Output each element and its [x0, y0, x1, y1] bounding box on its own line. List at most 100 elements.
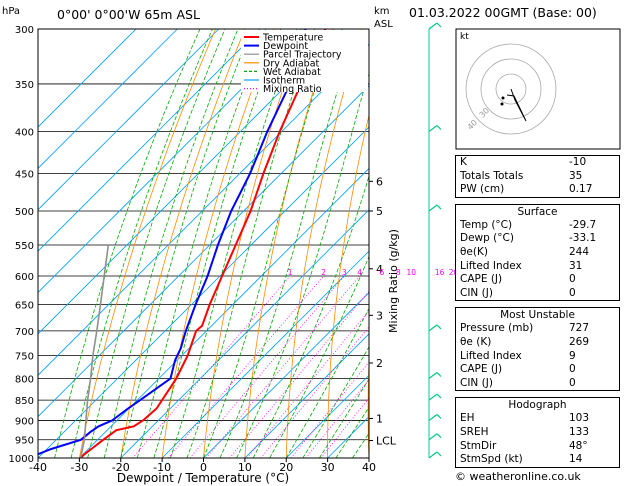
- x-tick-label: 10: [238, 461, 252, 474]
- unstable-value: 0: [569, 363, 576, 376]
- wet-adiabat-line: [87, 29, 226, 458]
- indices-row: PW (cm) 0.17: [456, 183, 619, 197]
- unstable-value: 727: [569, 322, 590, 335]
- km-tick-label: 6: [376, 175, 383, 188]
- pressure-tick-label: 500: [15, 207, 34, 218]
- wet-adiabat-line: [269, 255, 369, 458]
- x-tick-label: -30: [70, 461, 88, 474]
- km-tick-label: 1: [376, 412, 383, 425]
- surface-label: θe(K): [460, 245, 488, 258]
- unstable-row: Lifted Index 9: [456, 350, 619, 364]
- grid-lines: [38, 29, 369, 458]
- hodograph-ring: [495, 73, 527, 105]
- surface-title: Surface: [517, 205, 558, 218]
- wind-barb-flag: [436, 372, 442, 377]
- dry-adiabat-line: [79, 29, 217, 458]
- mixing-ratio-line: [290, 361, 369, 458]
- dry-adiabat-line: [120, 29, 246, 458]
- x-tick-label: 0: [200, 461, 207, 474]
- wet-adiabat-line: [103, 29, 239, 458]
- surface-row: Lifted Index 31: [456, 260, 619, 274]
- pressure-tick-label: 950: [15, 436, 34, 447]
- mixing-ratio-axis-label: Mixing Ratio (g/kg): [387, 229, 400, 333]
- isotherm-line: [38, 29, 344, 335]
- unstable-label: θe (K): [460, 335, 492, 348]
- indices-value: -10: [569, 156, 587, 168]
- km-tick-label: LCL: [376, 434, 397, 447]
- km-tick-label: 5: [376, 205, 383, 218]
- isotherm-line: [79, 167, 369, 458]
- isotherm-line: [203, 291, 369, 458]
- wind-profile: [428, 22, 442, 459]
- indices-box: K -10 Totals Totals 35 PW (cm) 0.17: [455, 155, 620, 198]
- pressure-tick-label: 750: [15, 351, 34, 362]
- mixing-ratio-label: 8: [396, 268, 401, 277]
- isotherm-line: [285, 374, 369, 458]
- mixing-ratio-label: 20: [449, 268, 459, 277]
- hodograph-value: 133: [569, 425, 590, 438]
- pressure-tick-label: 350: [15, 80, 34, 91]
- surface-value: 0: [569, 286, 576, 299]
- wind-barb: [428, 22, 438, 30]
- hodograph-row: StmDir 48°: [456, 440, 619, 454]
- hpa-label: hPa: [2, 6, 20, 17]
- hodograph-row: EH 103: [456, 412, 619, 426]
- profile-lines: [38, 29, 327, 458]
- isotherm-line: [38, 126, 369, 458]
- wind-barb: [428, 372, 438, 379]
- legend-entry: Temperature: [262, 33, 323, 44]
- mixing-ratio-line: [189, 275, 345, 458]
- unstable-row: CAPE (J) 0: [456, 363, 619, 377]
- legend-entry: Parcel Trajectory: [263, 50, 342, 61]
- hodograph-value: 48°: [569, 439, 588, 452]
- unstable-label: CAPE (J): [460, 363, 503, 376]
- surface-row: Temp (°C) -29.7: [456, 219, 619, 233]
- wind-barb: [428, 204, 438, 212]
- isotherm-line: [38, 29, 220, 211]
- hodograph-row: SREH 133: [456, 426, 619, 440]
- wind-barb-flag: [436, 393, 442, 399]
- indices-value: 35: [569, 169, 583, 182]
- x-tick-label: -20: [112, 461, 130, 474]
- hodograph-ring: [480, 58, 542, 120]
- unstable-label: CIN (J): [460, 376, 493, 389]
- mixing-ratio-label: 10: [406, 268, 416, 277]
- wind-barb: [428, 451, 438, 459]
- wind-barb: [428, 125, 438, 132]
- mixing-ratio-label: 4: [357, 268, 362, 277]
- unstable-value: 0: [569, 376, 576, 389]
- dry-adiabat-line: [244, 29, 334, 458]
- dry-adiabat-line: [161, 29, 275, 458]
- surface-label: Lifted Index: [460, 259, 522, 272]
- hodograph-label: StmDir: [460, 439, 497, 452]
- x-tick-label: -40: [29, 461, 47, 474]
- pressure-tick-label: 900: [15, 416, 34, 427]
- unstable-label: Lifted Index: [460, 349, 522, 362]
- wind-barb-flag: [436, 414, 442, 419]
- mixing-ratio-line: [167, 275, 324, 458]
- wet-adiabat-line: [236, 70, 369, 458]
- legend-entry: Dry Adiabat: [263, 58, 320, 69]
- km-tick-label: 3: [376, 309, 383, 322]
- wet-adiabat-line: [203, 29, 335, 458]
- wind-barb-flag: [436, 125, 442, 130]
- pressure-tick-label: 550: [15, 241, 34, 252]
- surface-box: Surface Temp (°C) -29.7 Dewp (°C) -33.1 θe(K…: [455, 203, 620, 302]
- wind-barb-flag: [436, 204, 442, 210]
- isotherm-line: [38, 29, 137, 128]
- pressure-tick-label: 600: [15, 272, 34, 283]
- surface-value: 0: [569, 273, 576, 286]
- unstable-row: Pressure (mb) 727: [456, 322, 619, 336]
- wet-adiabat-line: [285, 307, 369, 458]
- wet-adiabat-line: [136, 29, 267, 458]
- storm-motion-marker: [501, 96, 505, 100]
- isotherm-line: [38, 29, 302, 294]
- hodograph-title: Hodograph: [508, 399, 567, 412]
- hodograph-label: EH: [460, 412, 475, 425]
- x-axis-label: Dewpoint / Temperature (°C): [117, 471, 289, 485]
- wind-barb-flag: [436, 324, 442, 330]
- most-unstable-box: Most Unstable Pressure (mb) 727 θe (K) 269 L…: [455, 307, 620, 392]
- isotherm-line: [38, 43, 369, 376]
- x-tick-label: -10: [153, 461, 171, 474]
